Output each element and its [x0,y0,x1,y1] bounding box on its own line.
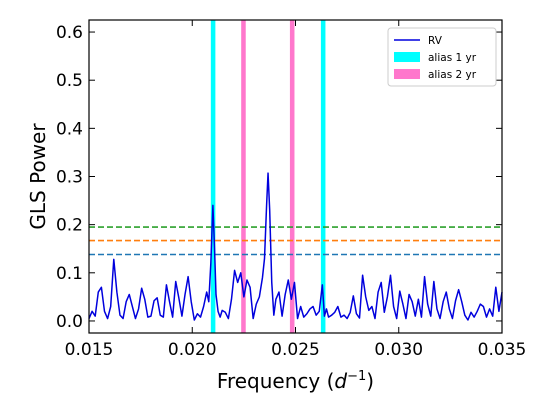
alias-bands [210,20,326,333]
legend-label: alias 1 yr [428,52,477,64]
x-axis-label-close: ) [366,369,374,393]
alias-band-3 [289,20,295,333]
legend: RV alias 1 yr alias 2 yr [387,27,497,87]
x-axis-label-sup: −1 [347,369,366,384]
x-tick-label: 0.025 [271,340,320,360]
alias-band-4 [320,20,326,333]
alias-band-1 [210,20,216,333]
x-axis-label: Frequency (d−1) [217,369,374,393]
axis-ticks: 0.015 0.020 0.025 0.030 0.035 0.0 0.1 0.2 0.3 0.4… [56,20,526,360]
x-axis-label-main: Frequency ( [217,369,334,393]
x-tick-label: 0.020 [168,340,217,360]
alias-band-2 [241,20,246,333]
legend-swatch-band [394,69,420,79]
x-tick-label: 0.030 [374,340,423,360]
y-tick-label: 0.2 [56,216,83,236]
x-axis-label-var: d [334,369,347,393]
legend-swatch-band [394,52,420,62]
y-tick-label: 0.0 [56,312,83,332]
series-layer [88,172,503,321]
y-tick-label: 0.3 [56,168,83,188]
legend-label: RV [428,35,443,47]
legend-label: alias 2 yr [428,69,477,81]
significance-lines [89,226,502,256]
y-tick-label: 0.1 [56,264,83,284]
x-tick-label: 0.035 [478,340,527,360]
series-line-rv [88,172,503,321]
x-tick-label: 0.015 [65,340,114,360]
y-axis-label: GLS Power [26,123,50,230]
y-tick-label: 0.4 [56,119,83,139]
y-tick-label: 0.5 [56,71,83,91]
y-tick-label: 0.6 [56,23,83,43]
